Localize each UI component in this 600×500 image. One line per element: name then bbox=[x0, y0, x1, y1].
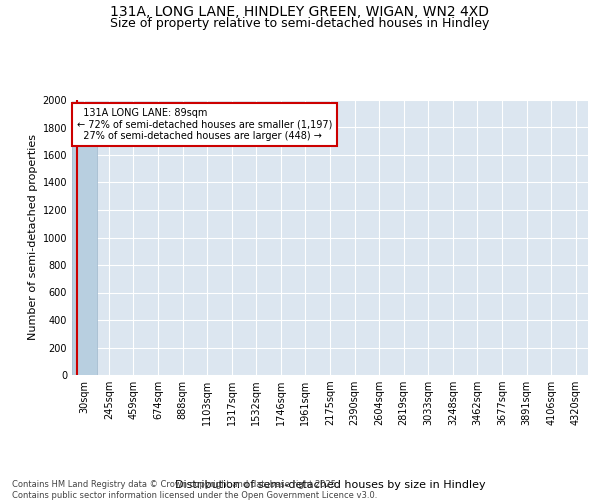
Text: 131A, LONG LANE, HINDLEY GREEN, WIGAN, WN2 4XD: 131A, LONG LANE, HINDLEY GREEN, WIGAN, W… bbox=[110, 5, 490, 19]
Bar bbox=[72, 107, 97, 375]
Text: Distribution of semi-detached houses by size in Hindley: Distribution of semi-detached houses by … bbox=[175, 480, 485, 490]
Y-axis label: Number of semi-detached properties: Number of semi-detached properties bbox=[28, 134, 38, 340]
Text: 131A LONG LANE: 89sqm
← 72% of semi-detached houses are smaller (1,197)
  27% of: 131A LONG LANE: 89sqm ← 72% of semi-deta… bbox=[77, 108, 332, 142]
Text: Contains HM Land Registry data © Crown copyright and database right 2025.
Contai: Contains HM Land Registry data © Crown c… bbox=[12, 480, 377, 500]
Text: Size of property relative to semi-detached houses in Hindley: Size of property relative to semi-detach… bbox=[110, 18, 490, 30]
